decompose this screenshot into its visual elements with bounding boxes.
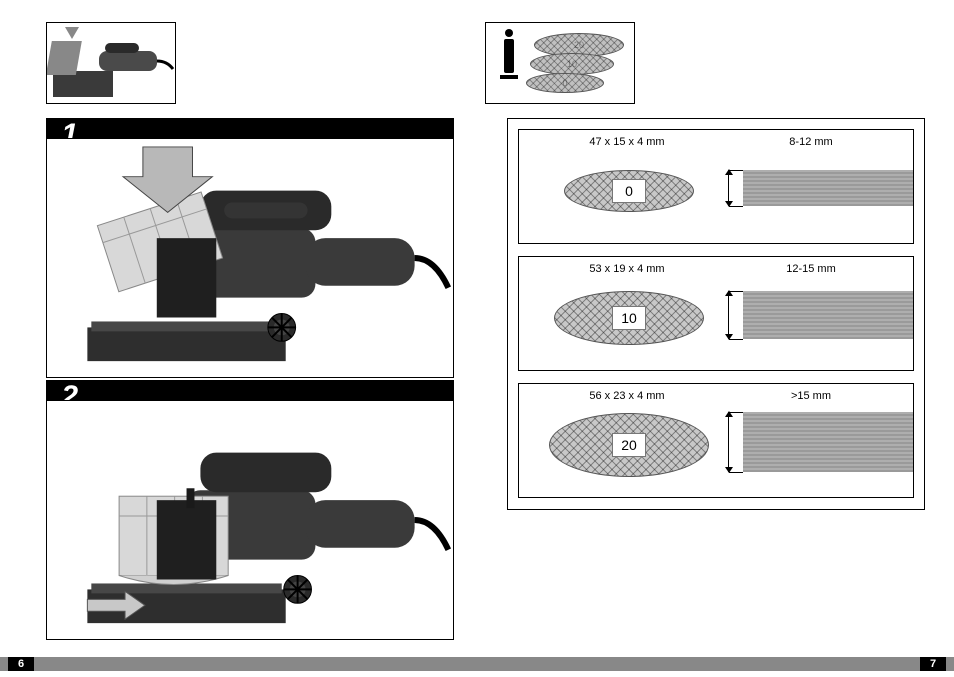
board10: [743, 291, 913, 339]
step-area: 1: [46, 118, 454, 640]
biscuit20-number: 20: [612, 433, 646, 457]
biscuit0-number: 0: [612, 179, 646, 203]
board20: [743, 412, 913, 472]
step1-panel: [46, 138, 454, 378]
biscuit0-shape: 0: [564, 170, 694, 212]
biscuit10-number: 10: [612, 306, 646, 330]
biscuit-row-10: 53 x 19 x 4 mm 10 12-15 mm: [518, 256, 914, 371]
info-thumbnail: 20 10 0: [485, 22, 635, 104]
biscuit10-size-label: 53 x 19 x 4 mm: [537, 263, 717, 275]
right-page: 20 10 0 47 x 15 x 4 mm 0 8-12 mm: [477, 0, 954, 677]
info-icon: [494, 29, 524, 79]
page-number-right: 7: [920, 657, 946, 671]
dim-arrow-10: [728, 291, 738, 339]
board0: [743, 170, 913, 206]
footer-bar-right: [477, 657, 954, 671]
mini-biscuit-10: 10: [530, 53, 614, 75]
step1-bar: [46, 118, 454, 138]
biscuit20-shape: 20: [549, 413, 709, 477]
dim-arrow-20: [728, 412, 738, 472]
step2-illustration: [47, 401, 453, 639]
biscuit-row-20: 56 x 23 x 4 mm 20 >15 mm: [518, 383, 914, 498]
biscuit10-shape: 10: [554, 291, 704, 345]
biscuit0-thickness-label: 8-12 mm: [731, 136, 891, 148]
footer-bar-left: [0, 657, 477, 671]
tool-thumbnail: [46, 22, 176, 104]
biscuit20-thickness-label: >15 mm: [731, 390, 891, 402]
biscuit10-thickness-label: 12-15 mm: [731, 263, 891, 275]
step2-bar: [46, 380, 454, 400]
biscuit0-size-label: 47 x 15 x 4 mm: [537, 136, 717, 148]
biscuit-row-0: 47 x 15 x 4 mm 0 8-12 mm: [518, 129, 914, 244]
dim-arrow-0: [728, 170, 738, 206]
step2-panel: [46, 400, 454, 640]
biscuit20-size-label: 56 x 23 x 4 mm: [537, 390, 717, 402]
page-number-left: 6: [8, 657, 34, 671]
left-page: 1: [0, 0, 477, 677]
mini-biscuit-0: 0: [526, 73, 604, 93]
step1-illustration: [47, 139, 453, 377]
biscuit-size-chart: 47 x 15 x 4 mm 0 8-12 mm 53 x 19 x 4 mm …: [507, 118, 925, 510]
